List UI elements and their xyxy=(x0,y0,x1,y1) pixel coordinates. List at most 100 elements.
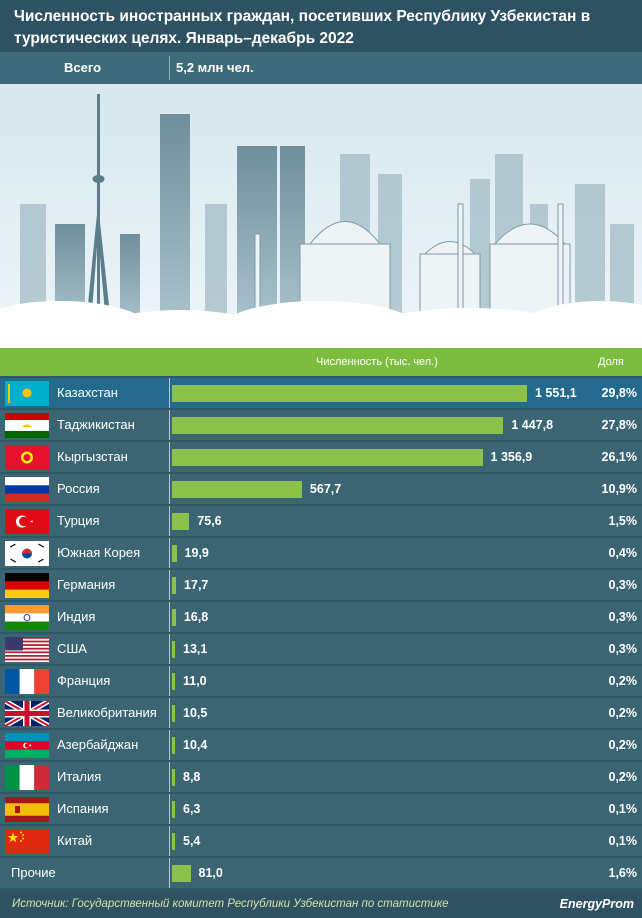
bar xyxy=(172,545,177,562)
table-row: Великобритания 10,5 0,2% xyxy=(0,698,642,728)
value-label: 19,9 xyxy=(184,546,209,560)
value-label: 1 551,1 xyxy=(535,386,577,400)
india-flag xyxy=(5,605,49,630)
value-label: 11,0 xyxy=(183,674,207,688)
share-label: 0,1% xyxy=(608,802,638,816)
brand-logo: EnergyProm xyxy=(559,897,634,911)
country-label: Франция xyxy=(57,673,111,688)
value-label: 1 447,8 xyxy=(511,418,554,432)
tajikistan-flag xyxy=(5,413,49,438)
table-row: Франция 11,0 0,2% xyxy=(0,666,642,696)
share-label: 0,1% xyxy=(608,834,638,848)
value-label: 16,8 xyxy=(183,610,209,624)
table-row: Азербайджан 10,4 0,2% xyxy=(0,730,642,760)
country-label: Таджикистан xyxy=(57,417,135,432)
country-label: Россия xyxy=(57,481,100,496)
share-label: 27,8% xyxy=(601,418,637,432)
country-label: США xyxy=(57,641,87,656)
table-row: Прочие 81,0 1,6% xyxy=(0,858,642,888)
share-label: 0,3% xyxy=(608,642,638,656)
country-label: Индия xyxy=(57,609,96,624)
country-label: Германия xyxy=(57,577,116,592)
axis-divider xyxy=(169,858,170,888)
spain-flag xyxy=(5,797,49,822)
share-label: 0,3% xyxy=(608,610,638,624)
kyrgyzstan-flag xyxy=(5,445,49,470)
bar xyxy=(172,865,191,882)
table-row: Турция 75,6 1,5% xyxy=(0,506,642,536)
axis-divider xyxy=(169,666,170,696)
value-label: 10,4 xyxy=(183,738,208,752)
count-column-label: Численность (тыс. чел.) xyxy=(316,356,438,368)
axis-divider xyxy=(169,698,170,728)
table-row: Италия 8,8 0,2% xyxy=(0,762,642,792)
usa-flag xyxy=(5,637,49,662)
share-label: 0,2% xyxy=(608,770,638,784)
total-label: Всего xyxy=(64,60,102,75)
share-label: 0,2% xyxy=(608,706,638,720)
kazakhstan-flag xyxy=(5,381,49,406)
country-label: Азербайджан xyxy=(57,737,139,752)
share-label: 10,9% xyxy=(601,482,637,496)
bar xyxy=(172,801,175,818)
table-row: Таджикистан 1 447,8 27,8% xyxy=(0,410,642,440)
legend-bar: Численность (тыс. чел.) Доля xyxy=(0,348,642,376)
axis-divider xyxy=(169,410,170,440)
bar xyxy=(172,449,483,466)
share-label: 26,1% xyxy=(601,450,637,464)
share-label: 0,2% xyxy=(608,674,638,688)
country-label: Великобритания xyxy=(57,705,157,720)
bar xyxy=(172,577,177,594)
azerbaijan-flag xyxy=(5,733,49,758)
table-row: Казахстан 1 551,1 29,8% xyxy=(0,378,642,408)
bar xyxy=(172,641,175,658)
tashkent-skyline-illustration xyxy=(0,84,642,348)
total-value: 5,2 млн чел. xyxy=(176,60,254,75)
axis-divider xyxy=(169,602,170,632)
table-row: Китай 5,4 0,1% xyxy=(0,826,642,856)
germany-flag xyxy=(5,573,49,598)
value-label: 75,6 xyxy=(197,514,222,528)
share-label: 0,4% xyxy=(608,546,638,560)
south-korea-flag xyxy=(5,541,49,566)
table-row: Южная Корея 19,9 0,4% xyxy=(0,538,642,568)
table-row: Кыргызстан 1 356,9 26,1% xyxy=(0,442,642,472)
share-label: 1,6% xyxy=(608,866,638,880)
table-row: Россия 567,7 10,9% xyxy=(0,474,642,504)
france-flag xyxy=(5,669,49,694)
table-row: США 13,1 0,3% xyxy=(0,634,642,664)
share-label: 29,8% xyxy=(601,386,637,400)
axis-divider xyxy=(169,762,170,792)
bar xyxy=(172,769,175,786)
share-label: 0,2% xyxy=(608,738,638,752)
russia-flag xyxy=(5,477,49,502)
country-label: Китай xyxy=(57,833,93,848)
header: Численность иностранных граждан, посетив… xyxy=(0,0,642,52)
bar xyxy=(172,513,190,530)
value-label: 5,4 xyxy=(183,834,201,848)
italy-flag xyxy=(5,765,49,790)
value-label: 17,7 xyxy=(184,578,209,592)
bar xyxy=(172,833,175,850)
axis-divider xyxy=(169,538,170,568)
value-label: 567,7 xyxy=(309,482,342,496)
axis-divider xyxy=(169,506,170,536)
axis-divider xyxy=(169,474,170,504)
axis-divider xyxy=(169,570,170,600)
axis-divider xyxy=(169,826,170,856)
china-flag xyxy=(5,829,49,854)
total-row: Всего 5,2 млн чел. xyxy=(0,52,642,84)
table-row: Испания 6,3 0,1% xyxy=(0,794,642,824)
country-label: Прочие xyxy=(11,865,56,880)
bar xyxy=(172,417,504,434)
country-label: Италия xyxy=(57,769,102,784)
value-label: 8,8 xyxy=(183,770,201,784)
country-label: Южная Корея xyxy=(57,545,141,560)
axis-divider xyxy=(169,730,170,760)
bar xyxy=(172,705,175,722)
axis-divider xyxy=(169,442,170,472)
axis-divider xyxy=(169,378,170,408)
uk-flag xyxy=(5,701,49,726)
axis-divider xyxy=(169,634,170,664)
value-label: 81,0 xyxy=(198,866,223,880)
